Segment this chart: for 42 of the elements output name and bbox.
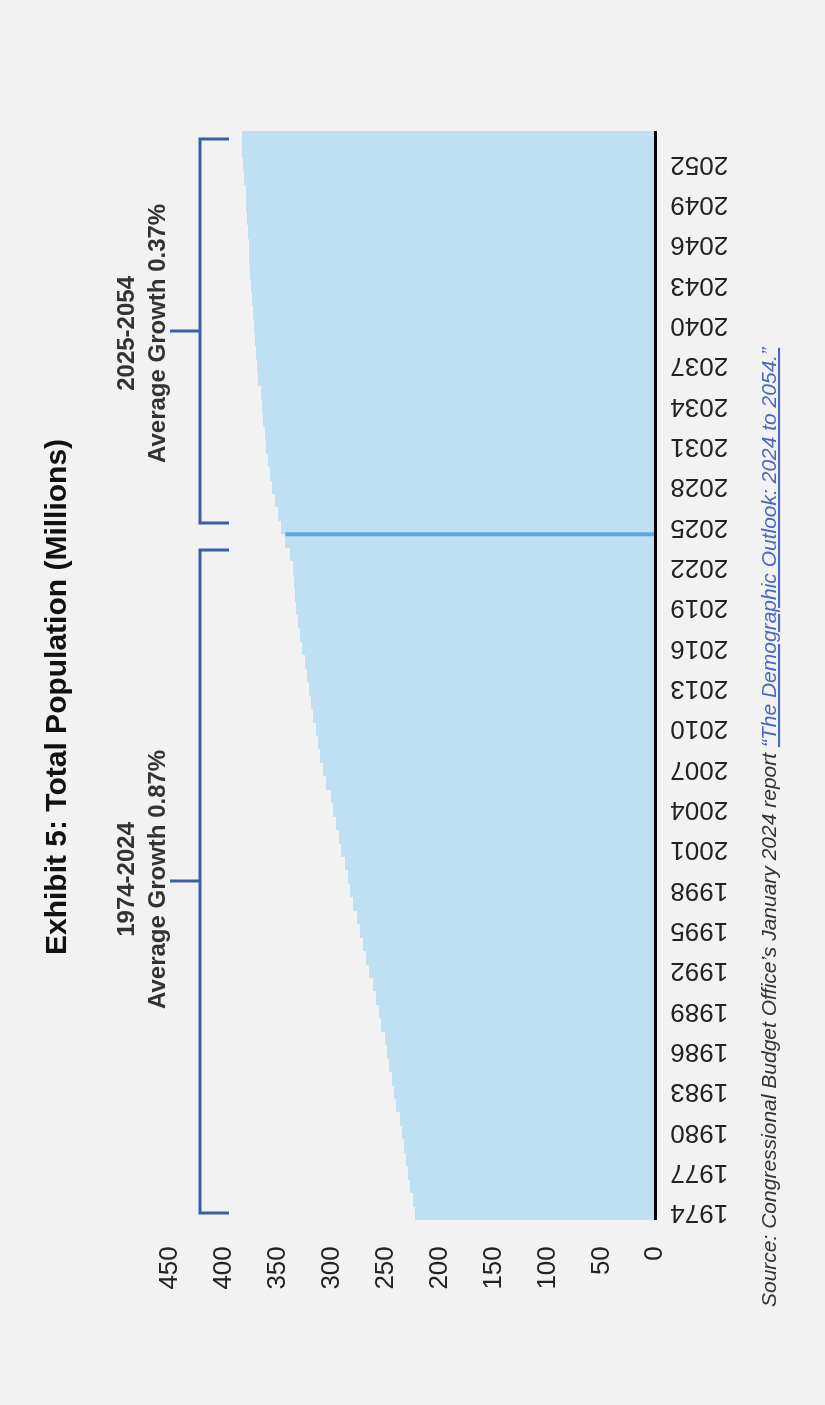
y-tick-label: 2007 xyxy=(670,755,729,786)
y-tick-label: 2031 xyxy=(670,433,729,464)
y-tick-label: 1974 xyxy=(670,1199,729,1230)
x-tick-label: 200 xyxy=(422,1246,453,1290)
x-tick-label: 0 xyxy=(638,1246,669,1261)
y-tick-label: 2019 xyxy=(670,594,729,625)
x-tick-label: 100 xyxy=(530,1246,561,1290)
y-tick-label: 1986 xyxy=(670,1038,729,1069)
y-tick-label: 2016 xyxy=(670,634,729,665)
x-tick-label: 300 xyxy=(315,1246,346,1290)
y-tick-label: 2028 xyxy=(670,473,729,504)
x-tick-label: 400 xyxy=(207,1246,238,1290)
source-note: Source: Congressional Budget Office’s January 2024 report xyxy=(757,752,780,1307)
x-tick-label: 250 xyxy=(369,1246,400,1290)
y-tick-label: 1980 xyxy=(670,1118,729,1149)
y-tick-label: 2022 xyxy=(670,554,729,585)
y-tick-label: 2040 xyxy=(670,312,729,343)
y-tick-label: 1998 xyxy=(670,876,729,907)
y-tick-label: 2052 xyxy=(670,150,729,181)
annotation: 1974-2024 Average Growth 0.87% xyxy=(112,749,171,1009)
y-tick-label: 2004 xyxy=(670,796,729,827)
annotation: 2025-2054 Average Growth 0.37% xyxy=(112,203,171,463)
y-tick-label: 2037 xyxy=(670,352,729,383)
x-tick-label: 150 xyxy=(476,1246,507,1290)
x-tick-label: 450 xyxy=(153,1246,184,1290)
y-tick-label: 1983 xyxy=(670,1078,729,1109)
text: Exhibit 5: Total Population (Millions) xyxy=(39,438,72,955)
text: “The Demographic Outlook: 2024 to 2054.” xyxy=(757,346,780,748)
y-tick-label: 2001 xyxy=(670,836,729,867)
y-tick-label: 1992 xyxy=(670,957,729,988)
y-tick-label: 2025 xyxy=(670,513,729,544)
y-tick-label: 2049 xyxy=(670,191,729,222)
x-tick-label: 350 xyxy=(261,1246,292,1290)
y-tick-label: 2013 xyxy=(670,675,729,706)
y-tick-label: 2043 xyxy=(670,271,729,302)
y-tick-label: 2010 xyxy=(670,715,729,746)
y-tick-label: 1995 xyxy=(670,917,729,948)
y-tick-label: 1989 xyxy=(670,997,729,1028)
x-tick-label: 50 xyxy=(584,1246,615,1276)
y-tick-label: 1977 xyxy=(670,1159,729,1190)
y-tick-label: 2046 xyxy=(670,231,729,262)
y-tick-label: 2034 xyxy=(670,392,729,423)
